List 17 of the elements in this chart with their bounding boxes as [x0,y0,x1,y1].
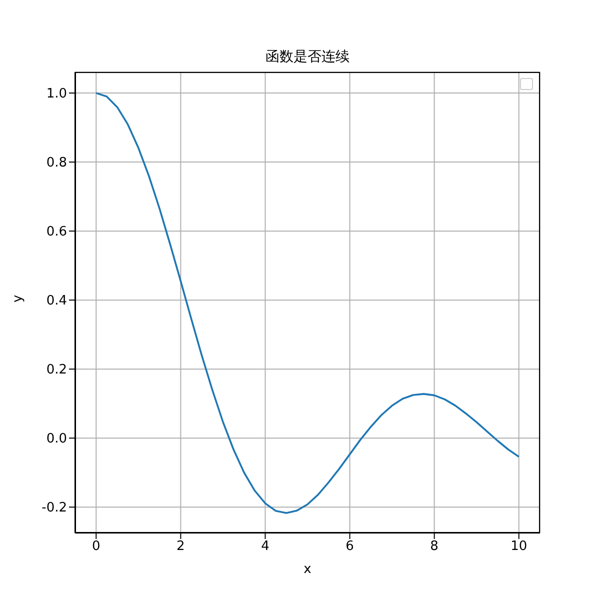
y-tick-label: -0.2 [42,500,67,516]
y-axis-title: y [10,294,26,302]
y-tick-label: 0.8 [46,156,67,171]
x-tick-label: 4 [261,539,270,554]
y-tick-label: 0.2 [46,362,67,378]
y-tick-label: 0.0 [46,432,67,447]
x-axis-title: x [304,562,312,577]
x-tick-label: 10 [510,539,528,554]
y-tick-label: 1.0 [46,86,67,102]
x-tick-label: 0 [92,539,100,554]
y-tick-label: 0.6 [46,224,67,240]
x-tick-label: 2 [176,539,185,554]
y-tick-label: 0.4 [46,294,67,309]
x-tick-label: 8 [430,539,438,554]
line-series [95,92,520,514]
x-tick-label: 6 [346,539,354,554]
chart-title: 函数是否连续 [264,48,350,66]
